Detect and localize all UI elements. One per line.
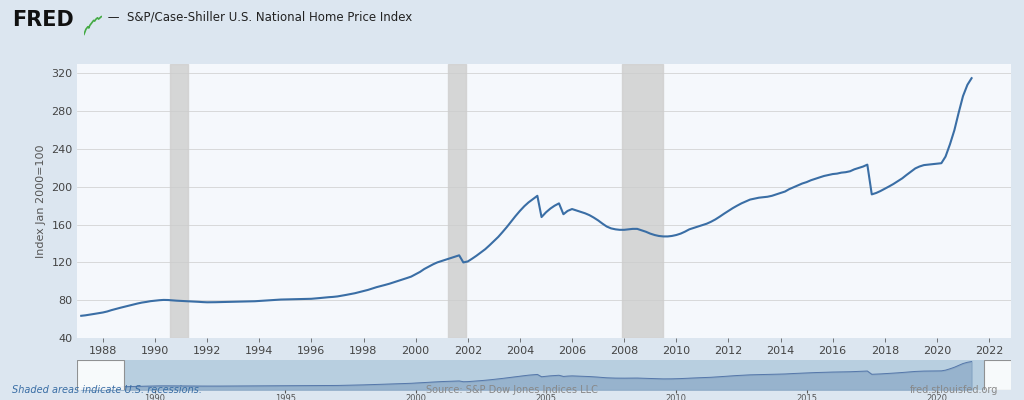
Text: —  S&P/Case-Shiller U.S. National Home Price Index: — S&P/Case-Shiller U.S. National Home Pr… bbox=[104, 10, 413, 23]
Text: Shaded areas indicate U.S. recessions.: Shaded areas indicate U.S. recessions. bbox=[12, 385, 203, 395]
Text: fred.stlouisfed.org: fred.stlouisfed.org bbox=[910, 385, 998, 395]
Bar bbox=[449, 64, 466, 338]
FancyBboxPatch shape bbox=[77, 360, 124, 390]
Text: Source: S&P Dow Jones Indices LLC: Source: S&P Dow Jones Indices LLC bbox=[426, 385, 598, 395]
Text: FRED: FRED bbox=[12, 10, 74, 30]
FancyBboxPatch shape bbox=[984, 360, 1013, 390]
Y-axis label: Index Jan 2000=100: Index Jan 2000=100 bbox=[36, 144, 46, 258]
Bar bbox=[622, 64, 664, 338]
Bar bbox=[170, 64, 187, 338]
